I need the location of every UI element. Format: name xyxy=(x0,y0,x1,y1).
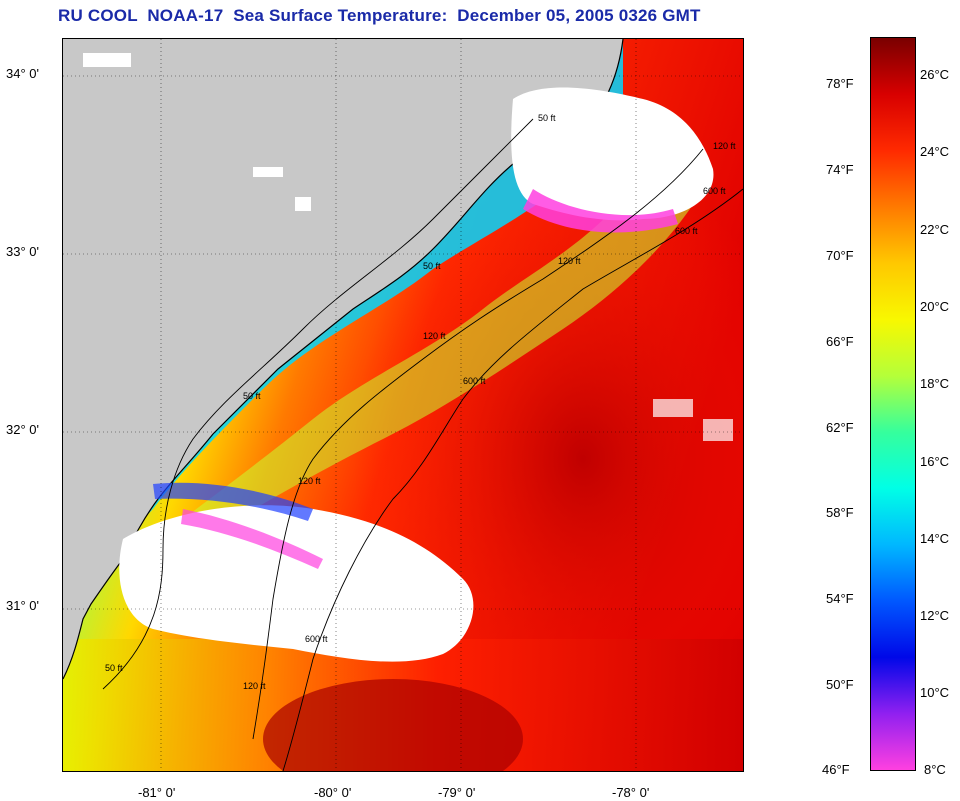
cloud-edge-blue xyxy=(153,482,313,521)
land-mass xyxy=(63,39,623,679)
lon-label-78: -78° 0' xyxy=(612,785,650,800)
cloud-speckle-4 xyxy=(653,399,693,417)
colorbar-f-label: 70°F xyxy=(826,248,854,263)
grid-lines xyxy=(63,39,743,771)
colorbar-c-label: 8°C xyxy=(924,762,946,777)
sst-map[interactable]: 50 ft 50 ft 50 ft 50 ft 120 ft 120 ft 12… xyxy=(62,38,744,772)
temperature-colorbar xyxy=(870,37,916,771)
contour-label: 120 ft xyxy=(298,476,321,486)
cloud-mask-central xyxy=(119,505,474,662)
colorbar-c-label: 14°C xyxy=(920,531,950,546)
colorbar-f-label: 54°F xyxy=(826,591,854,606)
cloud-mask-north xyxy=(511,87,714,221)
colorbar-c-label: 10°C xyxy=(920,685,950,700)
contour-600ft xyxy=(282,188,743,771)
cloud-mask-north-pink xyxy=(523,189,678,233)
colorbar-f-label: 46°F xyxy=(822,762,850,777)
contour-label: 50 ft xyxy=(243,391,261,401)
lat-label-31: 31° 0' xyxy=(6,598,39,613)
contour-label: 50 ft xyxy=(105,663,123,673)
colorbar-f-label: 74°F xyxy=(826,162,854,177)
contour-120ft xyxy=(252,148,704,740)
colorbar-c-label: 18°C xyxy=(920,376,950,391)
contour-label: 120 ft xyxy=(423,331,446,341)
lon-label-80: -80° 0' xyxy=(314,785,352,800)
colorbar-c-label: 16°C xyxy=(920,454,950,469)
cloud-speckle-2 xyxy=(253,167,283,177)
nearshore-green-band xyxy=(183,159,703,539)
colorbar-c-label: 26°C xyxy=(920,67,950,82)
colorbar-f-label: 58°F xyxy=(826,505,854,520)
contour-label: 50 ft xyxy=(423,261,441,271)
contour-label: 50 ft xyxy=(538,113,556,123)
cloud-speckle-3 xyxy=(295,197,311,211)
colorbar-f-label: 50°F xyxy=(826,677,854,692)
lon-label-79: -79° 0' xyxy=(438,785,476,800)
colorbar-f-label: 66°F xyxy=(826,334,854,349)
contour-label: 120 ft xyxy=(713,141,736,151)
lat-label-34: 34° 0' xyxy=(6,66,39,81)
lon-label-81: -81° 0' xyxy=(138,785,176,800)
colorbar-c-label: 22°C xyxy=(920,222,950,237)
colorbar-c-label: 24°C xyxy=(920,144,950,159)
lat-label-32: 32° 0' xyxy=(6,422,39,437)
colorbar-f-label: 62°F xyxy=(826,420,854,435)
contour-label: 600 ft xyxy=(675,226,698,236)
colorbar-f-label: 78°F xyxy=(826,76,854,91)
contour-label: 600 ft xyxy=(305,634,328,644)
cloud-speckle-1 xyxy=(83,53,131,67)
sst-map-canvas: 50 ft 50 ft 50 ft 50 ft 120 ft 120 ft 12… xyxy=(63,39,743,771)
contour-label: 120 ft xyxy=(558,256,581,266)
cloud-speckle-5 xyxy=(703,419,733,441)
cloud-edge-magenta xyxy=(181,509,323,569)
contour-label: 120 ft xyxy=(243,681,266,691)
southern-hot-core xyxy=(263,679,523,771)
contour-label: 600 ft xyxy=(463,376,486,386)
colorbar-c-label: 12°C xyxy=(920,608,950,623)
lat-label-33: 33° 0' xyxy=(6,244,39,259)
contour-50ft xyxy=(102,118,534,690)
contour-label: 600 ft xyxy=(703,186,726,196)
page-title: RU COOL NOAA-17 Sea Surface Temperature:… xyxy=(58,6,701,25)
colorbar-c-label: 20°C xyxy=(920,299,950,314)
